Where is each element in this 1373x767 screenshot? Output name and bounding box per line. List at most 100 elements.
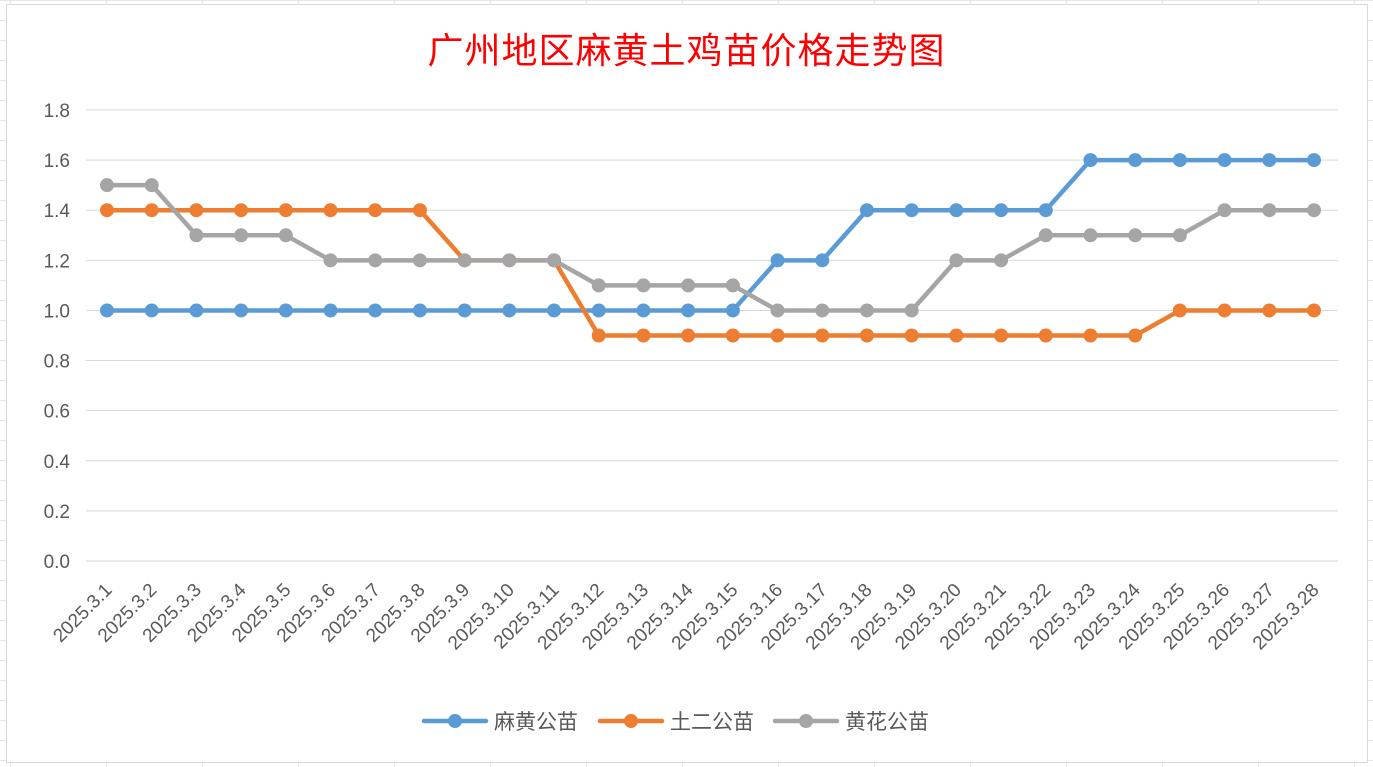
data-point[interactable] bbox=[591, 303, 606, 318]
data-point[interactable] bbox=[725, 303, 740, 318]
data-point[interactable] bbox=[368, 303, 383, 318]
data-point[interactable] bbox=[1083, 153, 1098, 168]
y-axis-tick-labels: 0.0 0.2 0.4 0.6 0.8 1.0 1.2 1.4 1.6 1.8 bbox=[44, 101, 71, 573]
data-point[interactable] bbox=[815, 328, 830, 343]
data-point[interactable] bbox=[189, 228, 204, 243]
data-point[interactable] bbox=[547, 303, 562, 318]
data-point[interactable] bbox=[144, 303, 159, 318]
y-tick-label: 1.2 bbox=[44, 251, 70, 272]
y-tick-label: 0.2 bbox=[44, 502, 70, 523]
data-point[interactable] bbox=[859, 203, 874, 218]
data-point[interactable] bbox=[1262, 153, 1277, 168]
data-point[interactable] bbox=[1128, 153, 1143, 168]
data-point[interactable] bbox=[278, 203, 293, 218]
data-point[interactable] bbox=[278, 228, 293, 243]
data-point[interactable] bbox=[1128, 328, 1143, 343]
series-line bbox=[104, 207, 1317, 338]
data-point[interactable] bbox=[323, 303, 338, 318]
data-point[interactable] bbox=[1307, 303, 1321, 318]
data-point[interactable] bbox=[1128, 228, 1143, 243]
data-point[interactable] bbox=[1083, 228, 1098, 243]
data-point[interactable] bbox=[1038, 328, 1053, 343]
data-point[interactable] bbox=[323, 203, 338, 218]
data-point[interactable] bbox=[1307, 203, 1321, 218]
legend-item[interactable]: 麻黄公苗 bbox=[421, 710, 578, 734]
data-point[interactable] bbox=[904, 203, 919, 218]
data-point[interactable] bbox=[1172, 228, 1187, 243]
data-point[interactable] bbox=[681, 278, 696, 293]
legend-item[interactable]: 土二公苗 bbox=[597, 710, 754, 734]
data-point[interactable] bbox=[770, 328, 785, 343]
data-point[interactable] bbox=[457, 253, 472, 268]
data-point[interactable] bbox=[1262, 303, 1277, 318]
y-tick-label: 1.4 bbox=[44, 201, 71, 222]
data-point[interactable] bbox=[949, 203, 964, 218]
data-point[interactable] bbox=[1262, 203, 1277, 218]
data-point[interactable] bbox=[859, 328, 874, 343]
legend-item[interactable]: 黄花公苗 bbox=[772, 710, 929, 734]
data-point[interactable] bbox=[994, 203, 1009, 218]
data-point[interactable] bbox=[681, 328, 696, 343]
data-point[interactable] bbox=[412, 203, 427, 218]
data-point[interactable] bbox=[591, 278, 606, 293]
legend-marker bbox=[624, 714, 638, 728]
data-point[interactable] bbox=[1307, 153, 1321, 168]
data-point[interactable] bbox=[681, 303, 696, 318]
data-point[interactable] bbox=[100, 303, 114, 318]
data-point[interactable] bbox=[1038, 203, 1053, 218]
data-point[interactable] bbox=[770, 253, 785, 268]
data-point[interactable] bbox=[815, 303, 830, 318]
data-point[interactable] bbox=[100, 203, 114, 218]
data-point[interactable] bbox=[949, 253, 964, 268]
data-point[interactable] bbox=[234, 228, 249, 243]
data-point[interactable] bbox=[770, 303, 785, 318]
data-point[interactable] bbox=[1083, 328, 1098, 343]
data-point[interactable] bbox=[547, 253, 562, 268]
data-point[interactable] bbox=[1172, 303, 1187, 318]
data-point[interactable] bbox=[234, 203, 249, 218]
data-point[interactable] bbox=[457, 303, 472, 318]
data-point[interactable] bbox=[144, 178, 159, 193]
data-point[interactable] bbox=[859, 303, 874, 318]
data-point[interactable] bbox=[100, 178, 114, 193]
data-point[interactable] bbox=[904, 328, 919, 343]
series-line bbox=[104, 157, 1317, 313]
y-tick-label: 0.6 bbox=[44, 402, 70, 423]
data-point[interactable] bbox=[1172, 153, 1187, 168]
data-point[interactable] bbox=[636, 278, 651, 293]
data-point[interactable] bbox=[636, 328, 651, 343]
data-point[interactable] bbox=[949, 328, 964, 343]
data-point[interactable] bbox=[189, 303, 204, 318]
data-point[interactable] bbox=[502, 303, 517, 318]
data-point[interactable] bbox=[994, 253, 1009, 268]
data-point[interactable] bbox=[1038, 228, 1053, 243]
data-point[interactable] bbox=[323, 253, 338, 268]
data-point[interactable] bbox=[144, 203, 159, 218]
data-point[interactable] bbox=[368, 203, 383, 218]
data-point[interactable] bbox=[1217, 153, 1232, 168]
data-point[interactable] bbox=[278, 303, 293, 318]
data-point[interactable] bbox=[994, 328, 1009, 343]
data-point[interactable] bbox=[725, 328, 740, 343]
data-point[interactable] bbox=[725, 278, 740, 293]
data-point[interactable] bbox=[368, 253, 383, 268]
data-point[interactable] bbox=[1217, 303, 1232, 318]
series-1 bbox=[100, 153, 1321, 318]
data-point[interactable] bbox=[412, 253, 427, 268]
data-point[interactable] bbox=[636, 303, 651, 318]
data-point[interactable] bbox=[412, 303, 427, 318]
data-point[interactable] bbox=[815, 253, 830, 268]
data-point[interactable] bbox=[502, 253, 517, 268]
x-axis-tick-labels: 2025.3.12025.3.22025.3.32025.3.42025.3.5… bbox=[49, 579, 1323, 654]
legend-marker bbox=[448, 714, 462, 728]
legend: 麻黄公苗 土二公苗 黄花公苗 bbox=[421, 710, 929, 734]
data-point[interactable] bbox=[234, 303, 249, 318]
y-tick-label: 1.6 bbox=[44, 151, 70, 172]
data-point[interactable] bbox=[904, 303, 919, 318]
y-tick-label: 1.8 bbox=[44, 101, 70, 122]
data-point[interactable] bbox=[591, 328, 606, 343]
chart-panel[interactable] bbox=[6, 4, 1368, 763]
data-point[interactable] bbox=[189, 203, 204, 218]
data-point[interactable] bbox=[1217, 203, 1232, 218]
